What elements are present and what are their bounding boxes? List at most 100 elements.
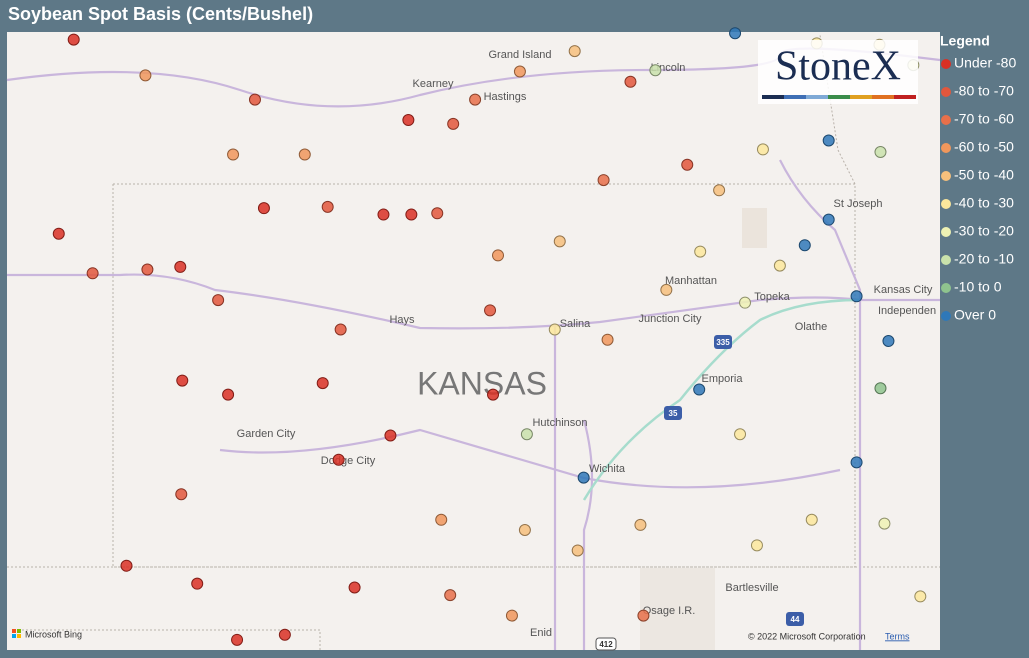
basis-point (175, 488, 188, 501)
city-label: Enid (530, 627, 552, 639)
basis-point (469, 93, 482, 106)
basis-point (713, 184, 726, 197)
basis-point (739, 296, 752, 309)
basis-point (624, 75, 637, 88)
shield-label: 335 (716, 338, 730, 347)
basis-point (568, 45, 581, 58)
basis-point (212, 294, 225, 307)
map: Grand Island Kearney Hastings Lincoln St… (6, 27, 941, 651)
basis-point (405, 208, 418, 221)
basis-point (734, 428, 747, 441)
basis-point (120, 559, 133, 572)
basis-point (384, 429, 397, 442)
legend-label: -80 to -70 (954, 83, 1014, 99)
basis-point (377, 208, 390, 221)
highway-shield (664, 406, 682, 420)
basis-point (637, 609, 650, 622)
basis-point (332, 453, 345, 466)
city-label: Garden City (237, 428, 296, 440)
basis-point (548, 323, 561, 336)
basis-point (86, 267, 99, 280)
legend-swatch (941, 227, 951, 237)
basis-point (660, 283, 673, 296)
legend-swatch (941, 255, 951, 265)
basis-point (191, 577, 204, 590)
basis-point (348, 581, 361, 594)
area-label: Osage I.R. (643, 605, 696, 617)
basis-point (518, 524, 531, 537)
city-label: Bartlesville (725, 582, 778, 594)
road (779, 159, 862, 650)
basis-point (492, 249, 505, 262)
city-label: Dodge City (321, 455, 376, 467)
city-label: Emporia (702, 373, 744, 385)
basis-point (798, 239, 811, 252)
attribution: © 2022 Microsoft Corporation (748, 631, 866, 641)
city-label: St Joseph (834, 198, 883, 210)
basis-point (278, 628, 291, 641)
basis-point (882, 334, 895, 347)
basis-point (67, 33, 80, 46)
basis-point (248, 93, 261, 106)
basis-point (553, 235, 566, 248)
logo-box (758, 40, 918, 104)
basis-point (435, 513, 448, 526)
city-label: Hutchinson (532, 417, 587, 429)
basis-point (402, 114, 415, 127)
basis-point (773, 259, 786, 272)
legend-label: -30 to -20 (954, 223, 1014, 239)
basis-point (874, 382, 887, 395)
basis-point (729, 27, 742, 40)
basis-point (571, 544, 584, 557)
legend-swatch (941, 87, 951, 97)
basis-point (447, 117, 460, 130)
basis-point (850, 290, 863, 303)
basis-point (681, 158, 694, 171)
basis-point (52, 227, 65, 240)
highway-shield (786, 612, 804, 626)
legend-label: -60 to -50 (954, 139, 1014, 155)
basis-point (520, 428, 533, 441)
legend-swatch (941, 115, 951, 125)
logo: StoneX (775, 44, 901, 90)
legend-swatch (941, 283, 951, 293)
basis-point (756, 143, 769, 156)
city-label: Salina (560, 318, 591, 330)
basis-point (601, 333, 614, 346)
city-label: Olathe (795, 321, 827, 333)
road (553, 325, 594, 650)
basis-point (850, 456, 863, 469)
legend-label: -20 to -10 (954, 251, 1014, 267)
attribution: Microsoft Bing (25, 629, 82, 639)
legend-label: Under -80 (954, 55, 1016, 71)
city-label: Independen (878, 305, 936, 317)
city-label: Kansas City (874, 284, 933, 296)
basis-point (484, 304, 497, 317)
legend-swatch (941, 59, 951, 69)
city-label: Kearney (413, 78, 454, 90)
city-label: Hastings (484, 91, 527, 103)
basis-point (174, 260, 187, 273)
city-label: Wichita (589, 463, 626, 475)
terms-link[interactable]: Terms (885, 631, 910, 641)
city-label: Junction City (639, 313, 702, 325)
basis-point (513, 65, 526, 78)
basis-point (693, 383, 706, 396)
basis-point (334, 323, 347, 336)
shield-label: 35 (669, 409, 678, 418)
basis-point (750, 539, 763, 552)
legend-title: Legend (940, 33, 990, 49)
legend-label: Over 0 (954, 307, 996, 323)
legend-swatch (941, 311, 951, 321)
basis-point (805, 513, 818, 526)
city-label: Hays (389, 314, 415, 326)
basis-point (577, 471, 590, 484)
legend-label: -40 to -30 (954, 195, 1014, 211)
state-label: KANSAS (417, 365, 547, 401)
road (7, 273, 940, 330)
basis-point (431, 207, 444, 220)
basis-point (505, 609, 518, 622)
basis-point (321, 200, 334, 213)
basis-point (878, 517, 891, 530)
